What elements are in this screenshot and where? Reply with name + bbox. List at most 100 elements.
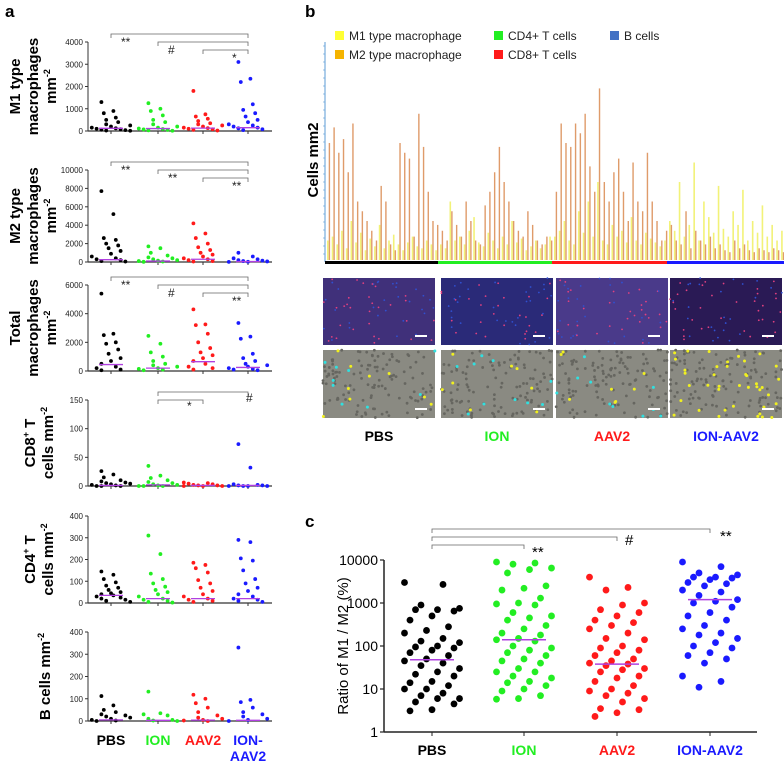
cell-mask	[397, 360, 401, 363]
bar-m2-macrophage	[455, 224, 458, 260]
bar-m1-macrophage	[459, 236, 461, 260]
cell-marker	[535, 410, 539, 414]
bar-m1-macrophage	[630, 217, 633, 260]
data-point-pbs	[412, 606, 419, 614]
cell-mask	[736, 411, 740, 415]
cell-marker	[758, 412, 762, 416]
data-point-ion	[520, 685, 528, 693]
cell-mask	[323, 369, 327, 373]
data-point-aav2	[635, 646, 643, 654]
data-point-ion	[498, 629, 506, 637]
cell-dot	[372, 306, 375, 309]
cell-mask	[472, 359, 476, 363]
cell-marker	[346, 386, 350, 390]
cell-mask	[382, 352, 385, 355]
cell-mask	[774, 409, 778, 413]
bar-m1-macrophage	[497, 248, 499, 260]
bar-m2-macrophage	[594, 191, 596, 260]
cell-mask	[674, 382, 678, 385]
bar-m1-macrophage	[625, 242, 628, 260]
bar-m1-macrophage	[501, 236, 504, 260]
cell-dot	[560, 336, 563, 338]
data-point-aav2	[630, 655, 637, 663]
cell-mask	[702, 366, 706, 370]
cell-mask	[481, 366, 485, 369]
cell-dot	[323, 327, 325, 330]
y-tick-label: 1	[370, 724, 378, 740]
cell-marker	[468, 408, 472, 412]
cell-mask	[641, 352, 645, 356]
cell-mask	[697, 396, 700, 400]
bar-m2-macrophage	[743, 244, 746, 260]
data-point-ion-aav2	[706, 649, 714, 657]
bar-m1-macrophage	[327, 240, 329, 260]
cell-marker	[731, 404, 735, 408]
cell-dot	[626, 317, 629, 320]
data-point-ion	[493, 558, 500, 566]
cell-marker	[321, 415, 325, 419]
cell-mask	[360, 415, 364, 418]
cell-marker	[340, 402, 344, 406]
data-point-ion	[504, 616, 511, 624]
data-point-ion-aav2	[248, 465, 253, 470]
data-point-ion	[542, 582, 550, 590]
cell-mask	[447, 363, 451, 367]
cell-mask	[715, 404, 718, 408]
cell-dot	[459, 322, 462, 325]
cell-dot	[576, 324, 579, 327]
y-tick-label: 200	[70, 556, 84, 565]
data-point-aav2	[191, 600, 196, 604]
cell-mask	[664, 392, 668, 396]
cell-mask	[546, 388, 550, 391]
cell-mask	[406, 411, 409, 415]
bar-m2-macrophage	[661, 240, 663, 260]
cell-dot	[331, 281, 334, 284]
data-point-aav2	[181, 594, 186, 599]
cell-marker	[480, 354, 484, 358]
data-point-pbs	[104, 117, 109, 122]
y-axis-title-text: Cells mm2	[305, 122, 322, 197]
data-point-pbs	[101, 236, 106, 240]
data-point-ion	[148, 250, 153, 255]
cell-marker	[715, 365, 719, 369]
bar-m2-macrophage	[371, 230, 373, 260]
y-tick-label: 100	[70, 695, 84, 704]
y-axis-title-line: B cells mm-2	[36, 633, 54, 720]
bar-m1-macrophage	[756, 232, 759, 260]
data-point-ion-aav2	[728, 644, 736, 652]
cell-mask	[711, 403, 714, 407]
data-point-ion-aav2	[255, 257, 260, 262]
data-point-pbs	[104, 122, 109, 127]
cell-dot	[543, 283, 545, 286]
cell-dot	[440, 290, 443, 293]
data-point-pbs	[99, 569, 104, 574]
cell-mask	[690, 380, 694, 384]
cell-mask	[385, 363, 389, 367]
significance-label: **	[232, 294, 242, 308]
data-point-pbs	[89, 254, 94, 259]
data-point-ion	[136, 366, 141, 371]
bar-m1-macrophage	[355, 242, 357, 260]
cell-dot	[732, 278, 735, 281]
cell-marker	[541, 402, 545, 406]
cell-mask	[642, 362, 646, 366]
bar-m1-macrophage	[737, 224, 739, 260]
cell-marker	[323, 360, 327, 364]
cell-mask	[591, 361, 595, 365]
cell-mask	[360, 376, 363, 380]
cell-dot	[556, 328, 559, 331]
data-point-ion	[160, 354, 165, 359]
cell-mask	[397, 396, 401, 400]
data-point-pbs	[123, 128, 128, 133]
data-point-ion	[158, 106, 163, 111]
cell-mask	[519, 394, 522, 398]
cell-dot	[674, 308, 677, 310]
cell-mask	[331, 372, 335, 376]
cell-mask	[365, 350, 369, 354]
data-point-ion-aav2	[241, 107, 246, 112]
cell-mask	[375, 369, 379, 373]
data-point-ion-aav2	[238, 700, 243, 704]
cell-marker	[717, 387, 721, 391]
cell-dot	[458, 295, 461, 298]
cell-mask	[604, 382, 608, 386]
